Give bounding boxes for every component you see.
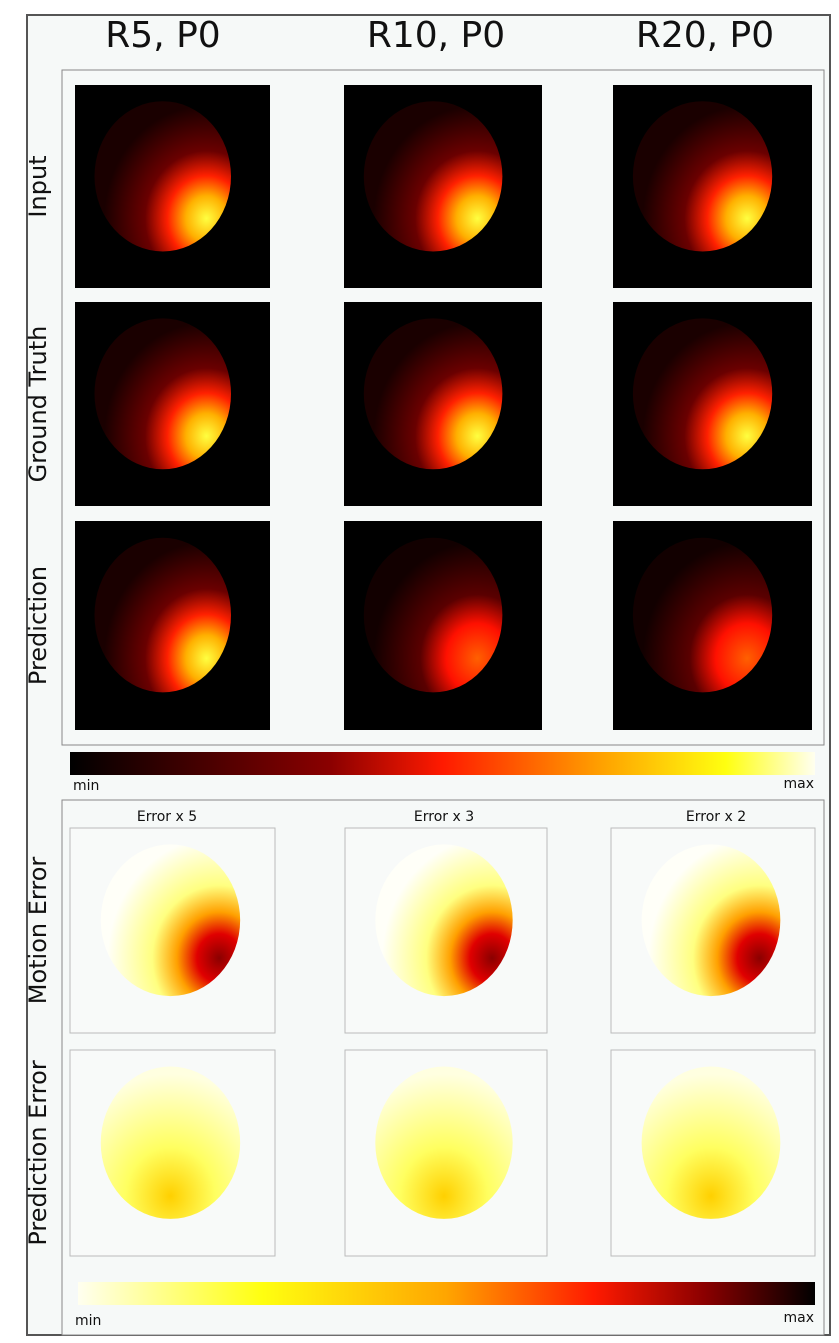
heatmap-region (364, 318, 503, 469)
error-region (642, 1066, 781, 1218)
error-region (375, 1066, 512, 1218)
heatmap-region (95, 101, 232, 251)
heatmap-region (633, 101, 772, 251)
error-region (375, 844, 512, 996)
column-header: R5, P0 (105, 15, 220, 56)
row-label: Prediction (24, 566, 52, 685)
error-region (642, 844, 781, 996)
error-region (101, 844, 240, 996)
error-region (101, 1066, 240, 1218)
heatmap-region (633, 318, 772, 469)
heatmap-region (95, 318, 232, 469)
column-header: R20, P0 (636, 15, 774, 56)
heatmap-region (95, 538, 232, 693)
error-scale-label: Error x 3 (414, 809, 474, 825)
row-label: Ground Truth (24, 326, 52, 483)
error-colorbar-min: min (75, 1313, 101, 1329)
colorbar (70, 752, 815, 775)
error-row-label: Prediction Error (24, 1060, 52, 1245)
error-row-label: Motion Error (24, 857, 52, 1005)
heatmap-region (364, 101, 503, 251)
error-scale-label: Error x 5 (137, 809, 197, 825)
row-label: Input (24, 155, 52, 217)
colorbar-min: min (73, 778, 99, 794)
heatmap-region (364, 538, 503, 693)
error-colorbar (78, 1282, 815, 1305)
column-header: R10, P0 (367, 15, 505, 56)
error-scale-label: Error x 2 (686, 809, 746, 825)
figure: min max min max R5, P0 R10, P0 R20, P0 Inpu… (0, 0, 839, 1343)
heatmap-region (633, 538, 772, 693)
error-colorbar-max: max (783, 1310, 814, 1326)
colorbar-max: max (783, 776, 814, 792)
